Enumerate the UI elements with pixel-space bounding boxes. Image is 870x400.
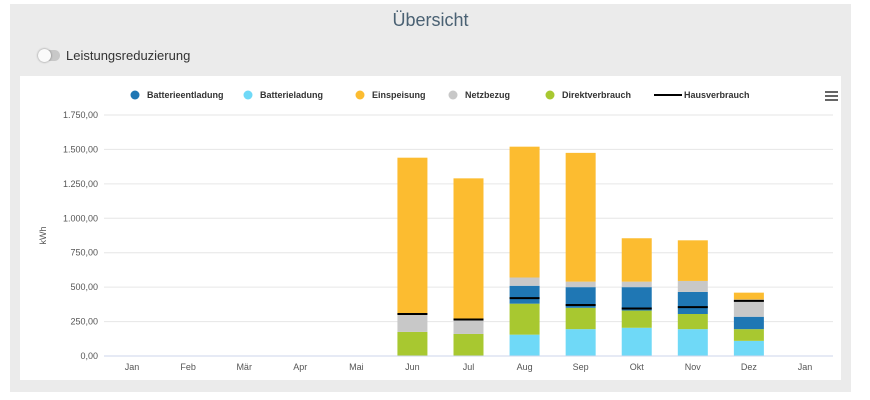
bar-netzbezug-8 xyxy=(565,281,596,288)
bar-direktverbrauch-9 xyxy=(621,310,652,328)
y-tick-label: 750,00 xyxy=(70,248,98,258)
bar-netzbezug-9 xyxy=(621,281,652,288)
chart-legend: Batterieentladung Batterieladung Einspeisu… xyxy=(130,90,750,100)
hausverbrauch-markers xyxy=(397,297,764,321)
bar-batterieentladung-7 xyxy=(509,285,540,304)
x-tick-label: Aug xyxy=(517,362,533,372)
legend-marker-netzbezug xyxy=(448,90,458,100)
toggle-knob xyxy=(38,49,51,62)
x-tick-label: Sep xyxy=(573,362,589,372)
x-tick-label: Jan xyxy=(125,362,140,372)
bar-batterieentladung-8 xyxy=(565,287,596,308)
bar-batterieentladung-9 xyxy=(621,287,652,311)
chart-axes: 0,00 250,00 500,00 750,00 1.000,00 1.250,00 1.… xyxy=(38,110,833,372)
bar-batterieladung-11 xyxy=(733,340,764,356)
x-tick-label: Apr xyxy=(293,362,307,372)
bar-einspeisung-8 xyxy=(565,152,596,282)
bar-direktverbrauch-7 xyxy=(509,303,540,335)
bar-batterieentladung-11 xyxy=(733,316,764,330)
legend-label-batterieentladung: Batterieentladung xyxy=(147,90,224,100)
legend-marker-direktverbrauch xyxy=(545,90,555,100)
stacked-bar-chart: 0,00 250,00 500,00 750,00 1.000,00 1.250,00 1.… xyxy=(38,90,838,372)
x-tick-label: Okt xyxy=(630,362,645,372)
bar-direktverbrauch-5 xyxy=(397,331,428,356)
legend-label-batterieladung: Batterieladung xyxy=(260,90,323,100)
overview-panel: Übersicht Leistungsreduzierung 0,00 250,0… xyxy=(10,4,851,392)
bar-direktverbrauch-11 xyxy=(733,329,764,341)
legend-marker-batterieladung xyxy=(243,90,253,100)
bar-einspeisung-10 xyxy=(677,240,708,281)
legend-label-netzbezug: Netzbezug xyxy=(465,90,510,100)
x-tick-label: Mai xyxy=(349,362,364,372)
x-tick-label: Jul xyxy=(463,362,475,372)
x-tick-label: Nov xyxy=(685,362,702,372)
legend-marker-einspeisung xyxy=(355,90,365,100)
bar-batterieladung-7 xyxy=(509,334,540,356)
y-tick-label: 500,00 xyxy=(70,282,98,292)
toggle-label: Leistungsreduzierung xyxy=(66,48,191,63)
legend-label-einspeisung: Einspeisung xyxy=(372,90,426,100)
x-tick-label: Dez xyxy=(741,362,758,372)
bar-einspeisung-7 xyxy=(509,146,540,278)
bar-netzbezug-11 xyxy=(733,299,764,317)
y-tick-label: 1.750,00 xyxy=(63,110,98,120)
bar-einspeisung-9 xyxy=(621,238,652,282)
y-axis-label: kWh xyxy=(38,227,48,245)
bar-netzbezug-5 xyxy=(397,314,428,332)
x-tick-label: Jan xyxy=(798,362,813,372)
y-tick-label: 1.000,00 xyxy=(63,213,98,223)
x-tick-label: Feb xyxy=(180,362,196,372)
bar-netzbezug-7 xyxy=(509,277,540,286)
chart-bars xyxy=(397,146,764,356)
bar-batterieladung-8 xyxy=(565,329,596,356)
bar-batterieladung-9 xyxy=(621,327,652,356)
y-tick-label: 0,00 xyxy=(80,351,98,361)
bar-einspeisung-11 xyxy=(733,292,764,300)
bar-netzbezug-6 xyxy=(453,320,484,334)
bar-netzbezug-10 xyxy=(677,280,708,292)
bar-batterieentladung-10 xyxy=(677,291,708,314)
y-tick-label: 1.500,00 xyxy=(63,144,98,154)
bar-einspeisung-6 xyxy=(453,178,484,321)
bar-einspeisung-5 xyxy=(397,157,428,315)
bar-batterieladung-10 xyxy=(677,329,708,356)
legend-label-hausverbrauch: Hausverbrauch xyxy=(684,90,750,100)
legend-marker-batterieentladung xyxy=(130,90,140,100)
hamburger-menu-icon[interactable] xyxy=(825,91,838,101)
page-title: Übersicht xyxy=(392,10,469,30)
bar-direktverbrauch-8 xyxy=(565,307,596,330)
y-tick-label: 1.250,00 xyxy=(63,179,98,189)
x-tick-label: Mär xyxy=(236,362,252,372)
bar-direktverbrauch-6 xyxy=(453,333,484,356)
x-tick-label: Jun xyxy=(405,362,420,372)
bar-direktverbrauch-10 xyxy=(677,313,708,330)
leistungsreduzierung-toggle[interactable] xyxy=(38,49,60,62)
leistungsreduzierung-row: Leistungsreduzierung xyxy=(38,48,190,63)
y-tick-label: 250,00 xyxy=(70,317,98,327)
legend-label-direktverbrauch: Direktverbrauch xyxy=(562,90,631,100)
chart-card: 0,00 250,00 500,00 750,00 1.000,00 1.250,00 1.… xyxy=(20,76,841,380)
